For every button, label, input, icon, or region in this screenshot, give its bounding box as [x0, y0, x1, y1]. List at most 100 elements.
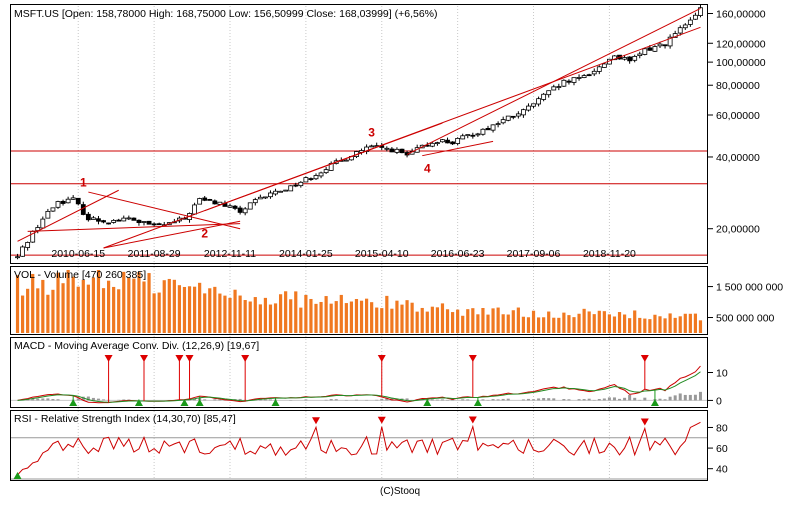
volume-bar	[26, 289, 29, 333]
volume-bar	[325, 296, 328, 333]
macd-histogram-bar	[588, 399, 591, 401]
macd-histogram-bar	[643, 398, 646, 401]
volume-bar	[502, 314, 505, 333]
price-panel[interactable]	[11, 5, 708, 264]
volume-bar	[633, 310, 636, 333]
volume-bar	[456, 310, 459, 333]
macd-histogram-bar	[375, 400, 378, 401]
candle-body	[152, 224, 156, 225]
volume-bar	[117, 289, 120, 333]
price-y-axis: 160,00000120,00000100,0000080,0000060,00…	[708, 8, 766, 235]
rsi-y-tick-label: 80	[716, 422, 728, 434]
candle-body	[268, 193, 272, 197]
volume-bar	[218, 294, 221, 333]
candle-body	[137, 220, 141, 222]
macd-histogram-bar	[102, 399, 105, 400]
volume-y-tick-label: 1 500 000 000	[716, 282, 783, 294]
candle-body	[66, 199, 70, 203]
candle-body	[516, 114, 520, 116]
macd-histogram-bar	[492, 399, 495, 400]
volume-bar	[178, 285, 181, 333]
volume-bar	[689, 314, 692, 333]
volume-bar	[142, 281, 145, 333]
macd-histogram-bar	[325, 400, 328, 401]
macd-histogram-bar	[497, 399, 500, 400]
candle-body	[643, 49, 647, 55]
candle-body	[279, 191, 283, 192]
candle-body	[506, 116, 510, 120]
volume-bar	[663, 318, 666, 333]
macd-panel-title: MACD - Moving Average Conv. Div. (12,26,…	[14, 340, 259, 352]
candle-body	[117, 220, 121, 221]
volume-bar	[400, 305, 403, 333]
candle-body	[501, 120, 505, 123]
price-y-tick-label: 20,00000	[716, 224, 760, 236]
candle-body	[663, 45, 667, 46]
candle-body	[21, 247, 25, 256]
candle-body	[228, 206, 232, 208]
macd-histogram-bar	[36, 399, 39, 401]
candle-body	[314, 175, 318, 178]
volume-bar	[603, 311, 606, 333]
volume-bar	[577, 314, 580, 333]
volume-bar	[208, 288, 211, 333]
candle-body	[208, 199, 212, 200]
macd-histogram-bar	[628, 395, 631, 400]
volume-bar	[299, 308, 302, 333]
macd-histogram-bar	[603, 398, 606, 400]
candle-body	[693, 15, 697, 19]
macd-histogram-bar	[547, 398, 550, 400]
candle-body	[324, 170, 328, 173]
candle-body	[572, 78, 576, 83]
volume-bar	[244, 300, 247, 333]
candle-body	[688, 20, 692, 24]
volume-bar	[188, 286, 191, 333]
macd-histogram-bar	[578, 399, 581, 400]
volume-y-tick-label: 500 000 000	[716, 313, 775, 325]
volume-bar	[517, 308, 520, 333]
volume-bar	[87, 285, 90, 333]
candle-body	[638, 54, 642, 56]
candle-body	[112, 220, 116, 222]
candle-body	[466, 135, 470, 136]
macd-histogram-bar	[623, 398, 626, 401]
macd-y-tick-label: 0	[716, 395, 722, 407]
volume-bar	[588, 311, 591, 333]
macd-histogram-bar	[694, 395, 697, 401]
candle-body	[456, 138, 460, 143]
price-y-tick-label: 80,00000	[716, 80, 760, 92]
candle-body	[592, 71, 596, 74]
candle-body	[390, 149, 394, 152]
macd-histogram-bar	[659, 399, 662, 401]
macd-histogram-bar	[355, 400, 358, 401]
candle-body	[476, 134, 480, 135]
macd-histogram-bar	[532, 399, 535, 400]
candle-body	[496, 124, 500, 125]
volume-bar	[522, 317, 525, 333]
volume-bar	[593, 314, 596, 333]
candle-body	[552, 87, 556, 90]
candle-body	[258, 197, 262, 199]
volume-bar	[82, 280, 85, 333]
volume-bar	[203, 293, 206, 333]
volume-bar	[233, 290, 236, 333]
candle-body	[557, 87, 561, 88]
date-tick-label: 2017-09-06	[507, 248, 561, 260]
candle-body	[96, 219, 100, 221]
macd-histogram-bar	[598, 399, 601, 400]
candle-body	[385, 148, 389, 149]
macd-histogram-bar	[502, 399, 505, 400]
volume-bar	[395, 301, 398, 333]
volume-bar	[249, 302, 252, 333]
volume-bar	[173, 280, 176, 333]
volume-bar	[92, 278, 95, 333]
candle-body	[193, 205, 197, 214]
date-tick-label: 2014-01-25	[279, 248, 333, 260]
volume-bar	[416, 312, 419, 333]
candle-body	[289, 186, 293, 191]
volume-bar	[264, 298, 267, 333]
macd-histogram-bar	[117, 400, 120, 401]
macd-histogram-bar	[304, 399, 307, 400]
volume-panel-title: VOL - Volume [470 260 385]	[14, 269, 146, 281]
